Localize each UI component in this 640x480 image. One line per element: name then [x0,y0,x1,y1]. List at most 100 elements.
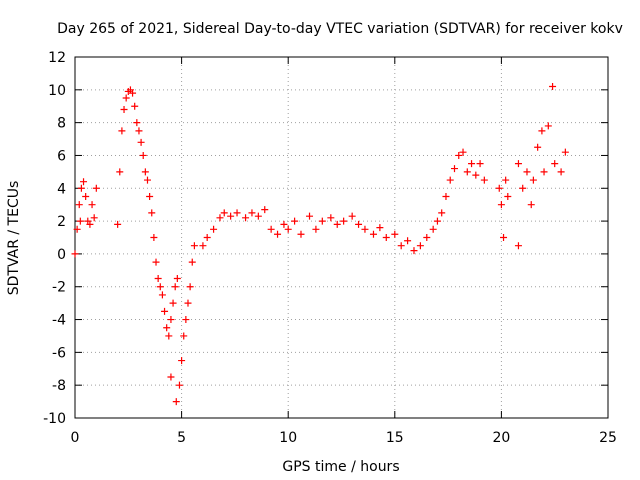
data-point [173,275,181,283]
data-point [438,209,446,217]
y-tick-label: 10 [48,83,66,99]
data-point [376,224,384,232]
data-point [391,230,399,238]
data-point [210,225,218,233]
data-point [468,160,476,168]
data-point [410,247,418,255]
data-point [152,258,160,266]
y-tick-label: -6 [52,345,66,361]
x-tick-label: 0 [71,430,80,446]
data-point [459,148,467,156]
data-point [156,283,164,291]
data-point [369,230,377,238]
y-tick-label: -2 [52,280,66,296]
data-point [423,234,431,241]
data-point [169,299,177,307]
data-point [216,214,224,222]
data-point [455,151,463,159]
data-point [129,89,137,97]
data-point [382,234,390,241]
data-point [133,119,141,127]
data-point [416,242,424,250]
data-point [171,283,179,291]
x-axis-label: GPS time / hours [282,459,399,475]
data-point [120,106,128,114]
data-point [504,192,512,200]
data-point [71,250,79,258]
data-point [497,201,505,209]
data-point [148,209,156,217]
y-tick-label: -8 [52,378,66,394]
data-point [446,176,454,184]
data-point [175,381,183,389]
data-point [327,214,335,222]
data-point [480,176,488,184]
data-point [500,234,508,241]
x-tick-label: 25 [599,430,617,446]
data-point [154,275,162,283]
data-point [312,225,320,233]
data-point [318,217,326,225]
data-point [77,184,85,192]
data-point [82,192,90,200]
data-point [450,165,458,173]
data-point [261,206,269,214]
data-point [165,332,173,340]
data-point [150,234,158,241]
data-point [114,220,122,228]
data-point [242,214,250,222]
data-point [429,225,437,233]
data-point [186,283,194,291]
data-point [139,151,147,159]
y-axis-label: SDTVAR / TECUs [6,181,22,296]
data-point [527,201,535,209]
data-point [122,94,130,102]
data-point [161,307,169,315]
data-point [306,212,314,220]
data-point [86,220,94,228]
data-point [73,225,81,233]
data-point [131,102,139,110]
data-point [442,192,450,200]
data-point [355,220,363,228]
y-tick-label: 8 [57,116,66,132]
y-tick-label: 6 [57,148,66,164]
data-point [80,178,88,186]
data-point [340,217,348,225]
data-point [284,225,292,233]
data-point [158,291,166,299]
data-point [544,122,552,130]
data-point [561,148,569,156]
axis-ticks: -10 -8 -6 -4 -2 0 2 4 6 8 10 12 0 5 10 15 20 25 [43,50,617,446]
data-point [472,171,480,179]
data-point [135,127,143,135]
data-point [502,176,510,184]
data-point [529,176,537,184]
data-point [557,168,565,176]
data-point [361,225,369,233]
x-tick-label: 15 [386,430,404,446]
data-point [190,242,198,250]
data-point [267,225,275,233]
y-tick-label: 0 [57,247,66,263]
data-point [274,230,282,238]
data-point [178,357,186,365]
data-point [118,127,126,135]
data-point [180,332,188,340]
data-point [463,168,471,176]
data-point [297,230,305,238]
data-point [404,237,412,245]
y-tick-label: -10 [43,411,66,427]
data-point [540,168,548,176]
data-point [538,127,546,135]
data-point [76,217,84,225]
y-tick-label: 2 [57,214,66,230]
data-point [514,242,522,250]
data-point [233,209,241,217]
y-tick-label: 12 [48,50,66,66]
x-tick-label: 20 [492,430,510,446]
data-point [495,184,503,192]
data-point [476,160,484,168]
data-point [163,324,171,332]
